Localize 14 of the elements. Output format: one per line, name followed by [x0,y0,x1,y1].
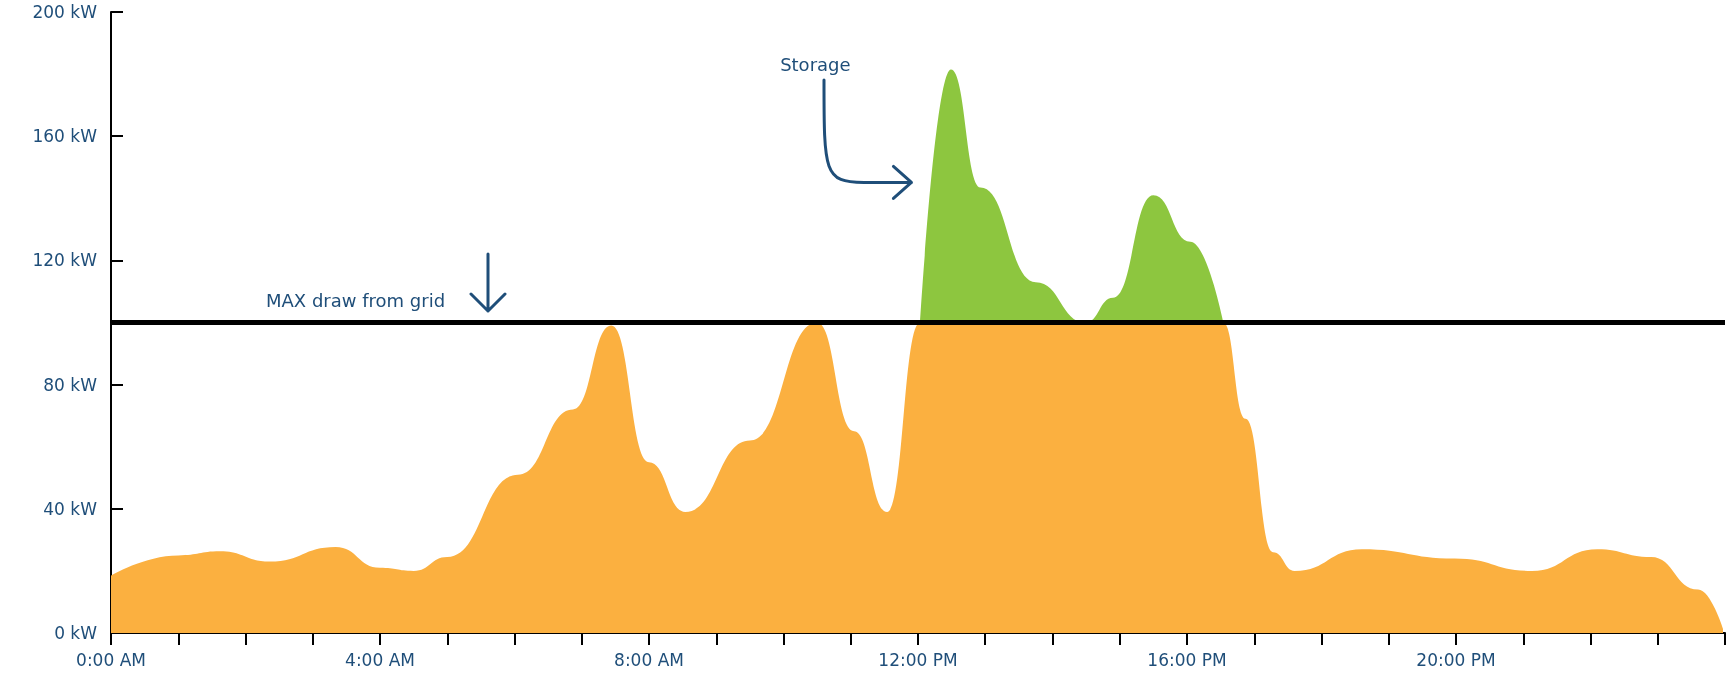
x-tick-label: 16:00 PM [1147,649,1227,670]
x-tick-label: 12:00 PM [878,649,958,670]
x-tick-label: 8:00 AM [614,649,684,670]
y-tick-label: 120 kW [32,250,98,271]
ref-line-label: MAX draw from grid [266,290,446,311]
y-tick-label: 0 kW [54,623,98,643]
x-tick-label: 20:00 PM [1416,649,1496,670]
y-tick-label: 80 kW [43,374,98,395]
y-tick-label: 40 kW [43,498,98,519]
annotation: Storage [780,53,851,75]
y-tick-label: 160 kW [32,126,98,147]
y-tick-label: 200 kW [32,2,98,22]
x-tick-label: 0:00 AM [76,649,146,670]
x-tick-label: 4:00 AM [345,649,415,670]
